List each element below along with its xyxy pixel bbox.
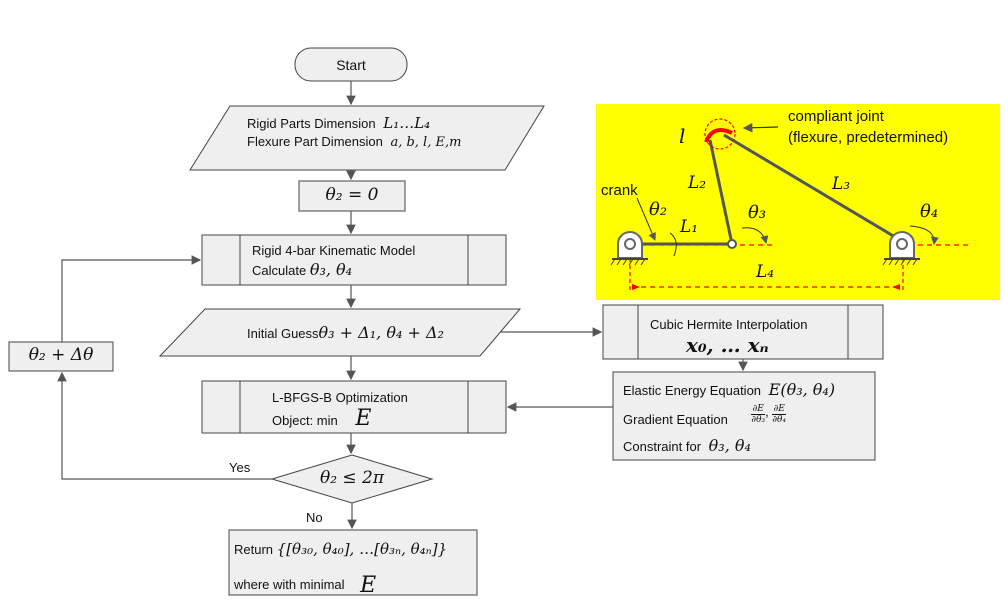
optim-title: L-BFGS-B Optimization bbox=[272, 390, 408, 405]
gradient-fraction-2: ∂E ∂θ₄ bbox=[772, 404, 787, 425]
label-theta3: θ₃ bbox=[748, 202, 767, 223]
label-L2: L₂ bbox=[688, 173, 707, 193]
where-math: E bbox=[360, 573, 377, 598]
return-text: Return bbox=[234, 542, 274, 557]
return-math: {[θ₃₀, θ₄₀], …[θ₃ₙ, θ₄ₙ]} bbox=[276, 540, 448, 558]
input-line1-text: Rigid Parts Dimension bbox=[247, 116, 376, 131]
gradient-den-2: ∂θ₄ bbox=[772, 415, 787, 425]
label-theta2: θ₂ bbox=[649, 199, 668, 220]
label-theta4: θ₄ bbox=[920, 201, 939, 222]
guess-text: Initial Guess bbox=[247, 326, 319, 341]
init-box bbox=[298, 180, 406, 212]
gradient-num-2: ∂E bbox=[772, 404, 787, 415]
where-line: where with minimal E bbox=[234, 570, 377, 598]
gradient-fraction-1: ∂E ∂θ₃ bbox=[751, 404, 766, 425]
hermite-process bbox=[602, 304, 884, 360]
increment-box bbox=[8, 341, 114, 372]
constraint-text: Constraint for bbox=[623, 439, 702, 454]
energy-text: Elastic Energy Equation bbox=[623, 383, 762, 398]
guess-math: θ₃ + Δ₁, θ₄ + Δ₂ bbox=[318, 323, 444, 342]
input-parallelogram bbox=[189, 105, 545, 171]
input-line2: Flexure Part Dimension a, b, l, E,m bbox=[247, 134, 461, 150]
where-text: where with minimal bbox=[234, 577, 345, 592]
init-label: θ₂ = 0 bbox=[325, 185, 379, 205]
label-L1: L₁ bbox=[680, 217, 699, 237]
guess-label: Initial Guessθ₃ + Δ₁, θ₄ + Δ₂ bbox=[247, 323, 444, 342]
hermite-math: x₀, … xₙ bbox=[686, 333, 769, 357]
kinematic-calc-math: θ₃, θ₄ bbox=[309, 260, 353, 279]
energy-math: E(θ₃, θ₄) bbox=[768, 380, 836, 399]
start-label: Start bbox=[336, 57, 366, 73]
kinematic-title: Rigid 4-bar Kinematic Model bbox=[252, 243, 416, 258]
crank-label: crank bbox=[601, 182, 638, 199]
linkage-diagram bbox=[610, 118, 972, 292]
decision-label: θ₂ ≤ 2π bbox=[319, 468, 385, 488]
gradient-den-1: ∂θ₃ bbox=[751, 415, 766, 425]
kinematic-calc-text: Calculate bbox=[252, 263, 307, 278]
constraint-math: θ₃, θ₄ bbox=[708, 436, 751, 455]
input-line1: Rigid Parts Dimension L₁…L₄ bbox=[247, 114, 430, 132]
label-l: l bbox=[679, 124, 686, 148]
input-line1-math: L₁…L₄ bbox=[383, 114, 431, 132]
input-line2-text: Flexure Part Dimension bbox=[247, 134, 383, 149]
guess-parallelogram bbox=[158, 308, 522, 357]
gradient-text: Gradient Equation bbox=[623, 412, 728, 427]
compliant-joint-line1: compliant joint bbox=[788, 108, 884, 125]
kinematic-process bbox=[201, 234, 507, 286]
no-label: No bbox=[306, 510, 323, 525]
energy-line: Elastic Energy Equation E(θ₃, θ₄) bbox=[623, 380, 835, 399]
kinematic-calc: Calculate θ₃, θ₄ bbox=[252, 260, 352, 279]
energy-box bbox=[612, 371, 876, 461]
return-box bbox=[228, 529, 478, 596]
increment-label: θ₂ + Δθ bbox=[28, 345, 94, 365]
hermite-title: Cubic Hermite Interpolation bbox=[650, 317, 808, 332]
gradient-line: Gradient Equation ∂E ∂θ₃ , ∂E ∂θ₄ bbox=[623, 404, 787, 427]
optim-object: Object: min E bbox=[272, 406, 371, 431]
label-L4: L₄ bbox=[756, 262, 775, 282]
optim-object-text: Object: min bbox=[272, 413, 338, 428]
yes-label: Yes bbox=[229, 460, 251, 475]
gradient-num-1: ∂E bbox=[751, 404, 766, 415]
linkage-panel bbox=[596, 104, 1000, 300]
input-line2-math: a, b, l, E,m bbox=[390, 135, 462, 150]
constraint-line: Constraint for θ₃, θ₄ bbox=[623, 436, 751, 455]
compliant-joint-line2: (flexure, predetermined) bbox=[788, 129, 949, 146]
return-line: Return {[θ₃₀, θ₄₀], …[θ₃ₙ, θ₄ₙ]} bbox=[234, 540, 447, 558]
label-L3: L₃ bbox=[832, 174, 851, 194]
optim-process bbox=[201, 380, 507, 434]
optim-object-math: E bbox=[355, 406, 372, 431]
